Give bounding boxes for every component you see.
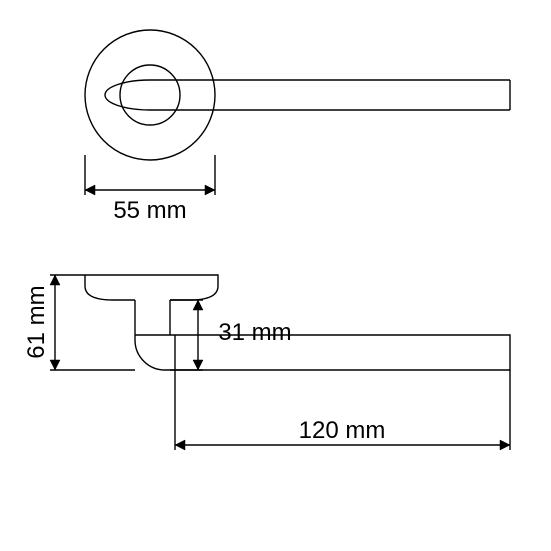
label-lever-length: 120 mm [299,417,386,444]
dimension-rose-diameter: 55 mm [85,155,215,224]
dimension-lever-length: 120 mm [175,335,510,450]
label-overall-height: 61 mm [23,285,50,358]
technical-drawing: 55 mm 31 mm 61 mm 120 mm [0,0,551,551]
label-rose-diameter: 55 mm [113,197,186,224]
label-lever-height: 31 mm [218,319,291,346]
dimension-overall-height: 61 mm [23,275,135,370]
side-view [85,275,510,370]
top-view [85,30,510,160]
